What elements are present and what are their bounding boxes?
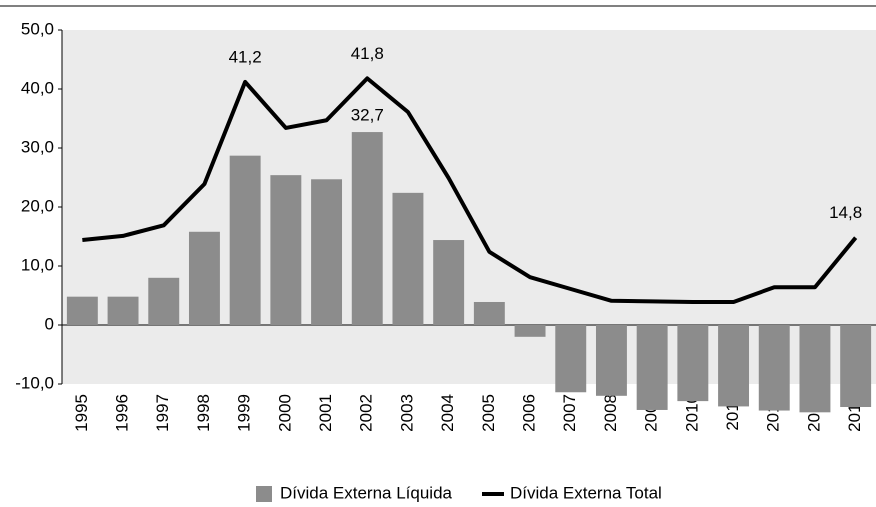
bar <box>433 240 465 325</box>
y-tick-label: 20,0 <box>21 196 54 215</box>
bar <box>595 325 627 396</box>
bar <box>229 155 261 325</box>
bar <box>270 175 302 325</box>
bar <box>718 325 750 407</box>
y-tick-label: 50,0 <box>21 19 54 38</box>
x-tick-label: 2008 <box>601 394 620 432</box>
x-tick-label: 2003 <box>397 394 416 432</box>
x-tick-label: 2000 <box>275 394 294 432</box>
y-tick-label: 40,0 <box>21 78 54 97</box>
y-tick-label: 10,0 <box>21 255 54 274</box>
bar <box>351 132 383 325</box>
x-tick-label: 1999 <box>235 394 254 432</box>
bar <box>66 296 98 325</box>
x-tick-label: 2007 <box>560 394 579 432</box>
legend-label: Dívida Externa Total <box>510 483 662 502</box>
data-label: 32,7 <box>351 106 384 125</box>
bar <box>758 325 790 411</box>
bar <box>473 301 505 325</box>
bar <box>311 179 343 325</box>
bar <box>555 325 587 393</box>
x-tick-label: 1997 <box>153 394 172 432</box>
bar <box>677 325 709 402</box>
x-tick-label: 2002 <box>357 394 376 432</box>
legend-swatch <box>256 486 272 502</box>
bar <box>188 231 220 325</box>
data-label: 41,8 <box>351 44 384 63</box>
x-tick-label: 2001 <box>316 394 335 432</box>
bar <box>799 325 831 413</box>
bar <box>392 192 424 325</box>
line <box>82 76 858 304</box>
data-label: 41,2 <box>229 47 262 66</box>
x-tick-label: 2004 <box>438 394 457 432</box>
x-tick-label: 2005 <box>479 394 498 432</box>
x-tick-label: 1998 <box>194 394 213 432</box>
y-tick-label: -10,0 <box>15 373 54 392</box>
bar <box>636 325 668 410</box>
bar <box>148 277 180 325</box>
x-tick-label: 2010 <box>682 394 701 432</box>
legend-label: Dívida Externa Líquida <box>280 483 453 502</box>
y-tick-label: 30,0 <box>21 137 54 156</box>
bar <box>107 296 139 325</box>
x-tick-label: 1996 <box>113 394 132 432</box>
y-tick-label: 0 <box>45 314 54 333</box>
bar <box>514 325 546 337</box>
x-tick-label: 2006 <box>520 394 539 432</box>
x-tick-label: 1995 <box>72 394 91 432</box>
bar <box>840 325 872 408</box>
data-label: 14,8 <box>829 203 862 222</box>
